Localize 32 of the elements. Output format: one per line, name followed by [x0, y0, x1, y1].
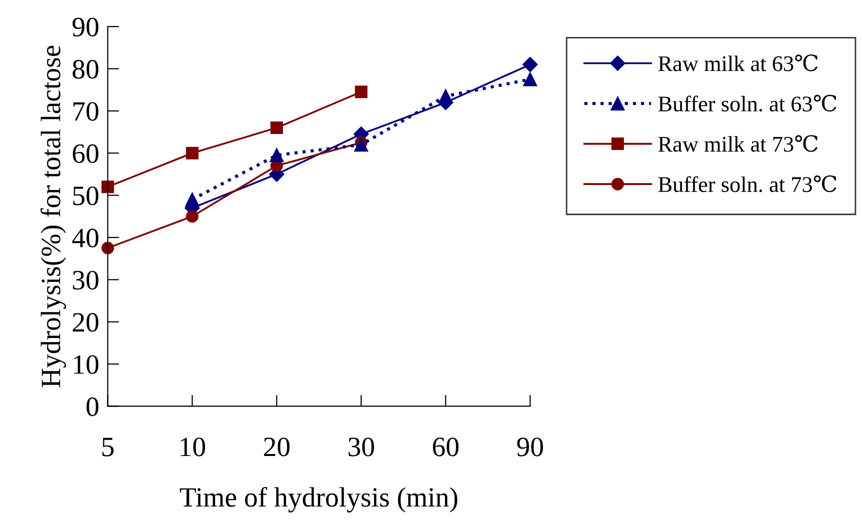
point: [270, 148, 284, 162]
x-tick-label: 90: [517, 438, 543, 456]
x-tick-label: 20: [264, 438, 290, 456]
point: [270, 122, 283, 134]
point: [354, 138, 368, 152]
point: [523, 72, 538, 86]
y-tick-label: 30: [72, 270, 98, 290]
y-tick-label: 20: [72, 313, 98, 332]
y-axis-title: Hydrolysis(%) for total lactose: [40, 46, 66, 388]
y-tick-label: 50: [73, 186, 98, 206]
point: [522, 56, 538, 72]
point: [186, 210, 198, 223]
y-tick-label: 80: [72, 60, 98, 79]
x-tick-label: 30: [348, 438, 374, 456]
point: [354, 86, 368, 98]
point: [438, 89, 453, 104]
y-tick-label: 10: [74, 355, 98, 374]
legend-label: Raw milk at 63℃: [658, 54, 818, 72]
y-tick-label: 90: [72, 18, 98, 36]
y-tick-label: 0: [86, 397, 98, 416]
legend-label: Raw milk at 73℃: [658, 135, 818, 152]
legend-label: Buffer soln. at 63℃: [658, 94, 836, 112]
x-tick-label: 10: [180, 438, 206, 456]
x-axis-title: Time of hydrolysis (min): [180, 486, 458, 513]
y-tick-label: 70: [73, 102, 98, 121]
point: [185, 192, 200, 206]
legend-label: Buffer soln. at 73℃: [658, 175, 836, 192]
x-tick-label: 60: [432, 438, 458, 456]
y-tick-label: 60: [72, 144, 98, 164]
x-tick-label: 5: [102, 438, 114, 456]
point: [186, 146, 198, 160]
y-tick-label: 40: [72, 228, 98, 248]
